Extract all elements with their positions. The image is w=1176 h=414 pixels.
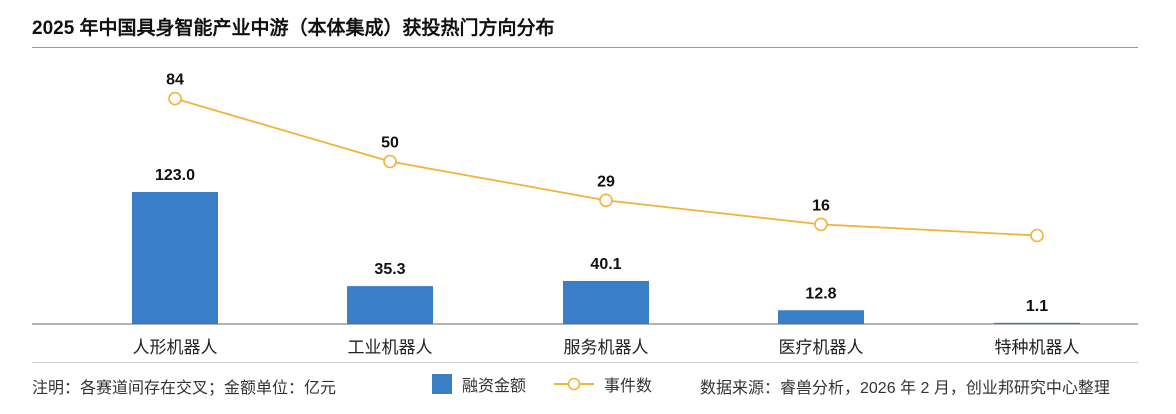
bar-value-label-3: 40.1: [590, 256, 621, 273]
footer-source: 数据来源：睿兽分析，2026 年 2 月，创业邦研究中心整理: [700, 380, 1110, 397]
event-count-line: [174, 97, 1038, 237]
legend: 融资金额 事件数: [432, 372, 652, 396]
bar-value-label-1: 123.0: [155, 167, 195, 184]
line-point-1: [168, 91, 182, 106]
line-value-label-4: 16: [812, 197, 830, 214]
footer-divider: [32, 362, 1138, 363]
legend-line-swatch: [554, 377, 595, 391]
line-point-5: [1030, 228, 1044, 243]
bar-value-label-5: 1.1: [1026, 298, 1048, 315]
line-value-label-3: 29: [597, 173, 615, 190]
title-divider: [32, 47, 1138, 48]
bar-2: [347, 286, 433, 324]
bar-value-label-2: 35.3: [374, 261, 405, 278]
bar-3: [563, 280, 649, 324]
x-tick-label-3: 服务机器人: [564, 338, 649, 357]
bar-1: [132, 192, 218, 324]
x-tick-label-2: 工业机器人: [348, 338, 433, 357]
line-point-4: [814, 217, 828, 232]
line-value-label-1: 84: [166, 72, 184, 89]
bar-4: [778, 310, 864, 324]
line-value-label-2: 50: [381, 135, 399, 152]
bars-layer: [132, 192, 1080, 324]
legend-bar-swatch: [432, 374, 452, 394]
legend-bar-label: 融资金额: [462, 378, 527, 395]
x-tick-label-5: 特种机器人: [995, 338, 1080, 357]
x-tick-label-4: 医疗机器人: [779, 338, 864, 357]
chart-title: 2025 年中国具身智能产业中游（本体集成）获投热门方向分布: [32, 18, 555, 39]
line-layer: [168, 91, 1044, 243]
line-point-3: [599, 193, 613, 208]
legend-line-item: 事件数: [552, 372, 652, 396]
bar-5: [994, 322, 1080, 324]
x-tick-label-1: 人形机器人: [133, 338, 218, 357]
labels-layer: 123.0 人形机器人 35.3 工业机器人 40.1 服务机器人 12.8 医疗机器人 1.1…: [133, 72, 1080, 357]
footer-note: 注明：各赛道间存在交叉；金额单位：亿元: [32, 380, 337, 397]
legend-line-label: 事件数: [604, 378, 653, 395]
bar-value-label-4: 12.8: [805, 285, 836, 302]
line-point-2: [383, 154, 397, 169]
